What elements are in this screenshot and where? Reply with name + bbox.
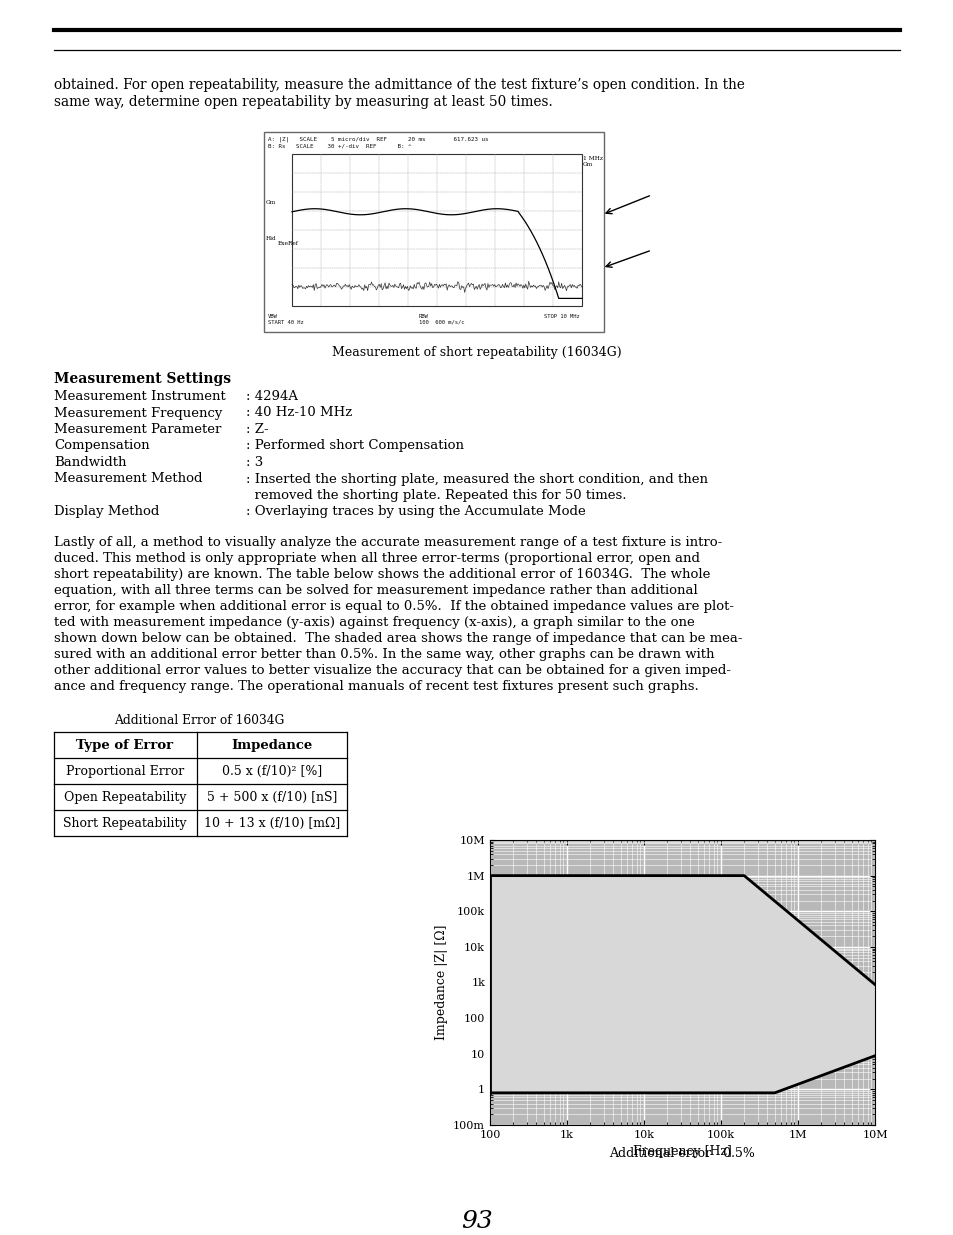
Text: Impedance: Impedance (232, 739, 313, 752)
Text: B: Rs   SCALE    30 +/-div  REF      B: ^: B: Rs SCALE 30 +/-div REF B: ^ (268, 143, 411, 148)
Text: : 40 Hz-10 MHz: : 40 Hz-10 MHz (246, 406, 352, 420)
Text: Display Method: Display Method (54, 505, 159, 519)
Text: Measurement Instrument: Measurement Instrument (54, 390, 226, 403)
Text: other additional error values to better visualize the accuracy that can be obtai: other additional error values to better … (54, 664, 730, 677)
Text: Measurement Method: Measurement Method (54, 473, 202, 485)
Text: Gm: Gm (266, 200, 276, 205)
Text: Measurement Settings: Measurement Settings (54, 372, 231, 387)
Text: Proportional Error: Proportional Error (66, 764, 184, 778)
Text: same way, determine open repeatability by measuring at least 50 times.: same way, determine open repeatability b… (54, 95, 552, 109)
Text: obtained. For open repeatability, measure the admittance of the test fixture’s o: obtained. For open repeatability, measur… (54, 78, 744, 91)
Text: equation, with all three terms can be solved for measurement impedance rather th: equation, with all three terms can be so… (54, 584, 697, 597)
Text: Measurement of short repeatability (16034G): Measurement of short repeatability (1603… (332, 346, 621, 359)
Text: short repeatability) are known. The table below shows the additional error of 16: short repeatability) are known. The tabl… (54, 568, 710, 580)
Text: RBW
100  600 m/s/c: RBW 100 600 m/s/c (418, 314, 464, 325)
Text: : Z-: : Z- (246, 424, 269, 436)
Text: : Overlaying traces by using the Accumulate Mode: : Overlaying traces by using the Accumul… (246, 505, 585, 519)
Text: Bandwidth: Bandwidth (54, 456, 127, 469)
Text: 93: 93 (460, 1210, 493, 1233)
Y-axis label: Impedance |Z| [Ω]: Impedance |Z| [Ω] (435, 925, 447, 1040)
Text: Type of Error: Type of Error (76, 739, 173, 752)
Text: ExeRef: ExeRef (277, 241, 298, 246)
Text: shown down below can be obtained.  The shaded area shows the range of impedance : shown down below can be obtained. The sh… (54, 632, 741, 645)
Text: error, for example when additional error is equal to 0.5%.  If the obtained impe: error, for example when additional error… (54, 600, 733, 613)
Text: : Performed short Compensation: : Performed short Compensation (246, 440, 463, 452)
Text: Additional Error of 16034G: Additional Error of 16034G (113, 714, 284, 727)
Bar (264, 132, 603, 332)
Text: 5 + 500 x (f/10) [nS]: 5 + 500 x (f/10) [nS] (207, 790, 336, 804)
Text: removed the shorting plate. Repeated this for 50 times.: removed the shorting plate. Repeated thi… (246, 489, 626, 501)
Text: duced. This method is only appropriate when all three error-terms (proportional : duced. This method is only appropriate w… (54, 552, 700, 564)
Text: Open Repeatability: Open Repeatability (64, 790, 186, 804)
Text: ted with measurement impedance (y-axis) against frequency (x-axis), a graph simi: ted with measurement impedance (y-axis) … (54, 616, 694, 629)
X-axis label: Frequency [Hz]: Frequency [Hz] (633, 1145, 731, 1158)
Text: : 3: : 3 (246, 456, 263, 469)
Text: 0.5 x (f/10)² [%]: 0.5 x (f/10)² [%] (222, 764, 322, 778)
Text: Additional error   0.5%: Additional error 0.5% (609, 1147, 755, 1160)
Bar (292, 154, 581, 306)
Text: STOP 10 MHz: STOP 10 MHz (543, 314, 579, 319)
Text: : Inserted the shorting plate, measured the short condition, and then: : Inserted the shorting plate, measured … (246, 473, 707, 485)
Text: Hid: Hid (266, 236, 276, 241)
Text: Compensation: Compensation (54, 440, 150, 452)
Text: VBW
START 40 Hz: VBW START 40 Hz (268, 314, 303, 325)
Text: Short Repeatability: Short Repeatability (63, 816, 187, 830)
Text: Measurement Parameter: Measurement Parameter (54, 424, 221, 436)
Text: A: |Z|   SCALE    5 micro/div  REF      20 ms        617.623 us: A: |Z| SCALE 5 micro/div REF 20 ms 617.6… (268, 136, 488, 142)
Text: Measurement Frequency: Measurement Frequency (54, 406, 222, 420)
Text: : 4294A: : 4294A (246, 390, 297, 403)
Text: ance and frequency range. The operational manuals of recent test fixtures presen: ance and frequency range. The operationa… (54, 680, 698, 693)
Text: sured with an additional error better than 0.5%. In the same way, other graphs c: sured with an additional error better th… (54, 648, 714, 661)
Text: Gm: Gm (582, 162, 593, 167)
Text: 10 + 13 x (f/10) [mΩ]: 10 + 13 x (f/10) [mΩ] (204, 816, 340, 830)
Text: 1 MHz: 1 MHz (582, 156, 602, 161)
Text: Lastly of all, a method to visually analyze the accurate measurement range of a : Lastly of all, a method to visually anal… (54, 536, 721, 550)
